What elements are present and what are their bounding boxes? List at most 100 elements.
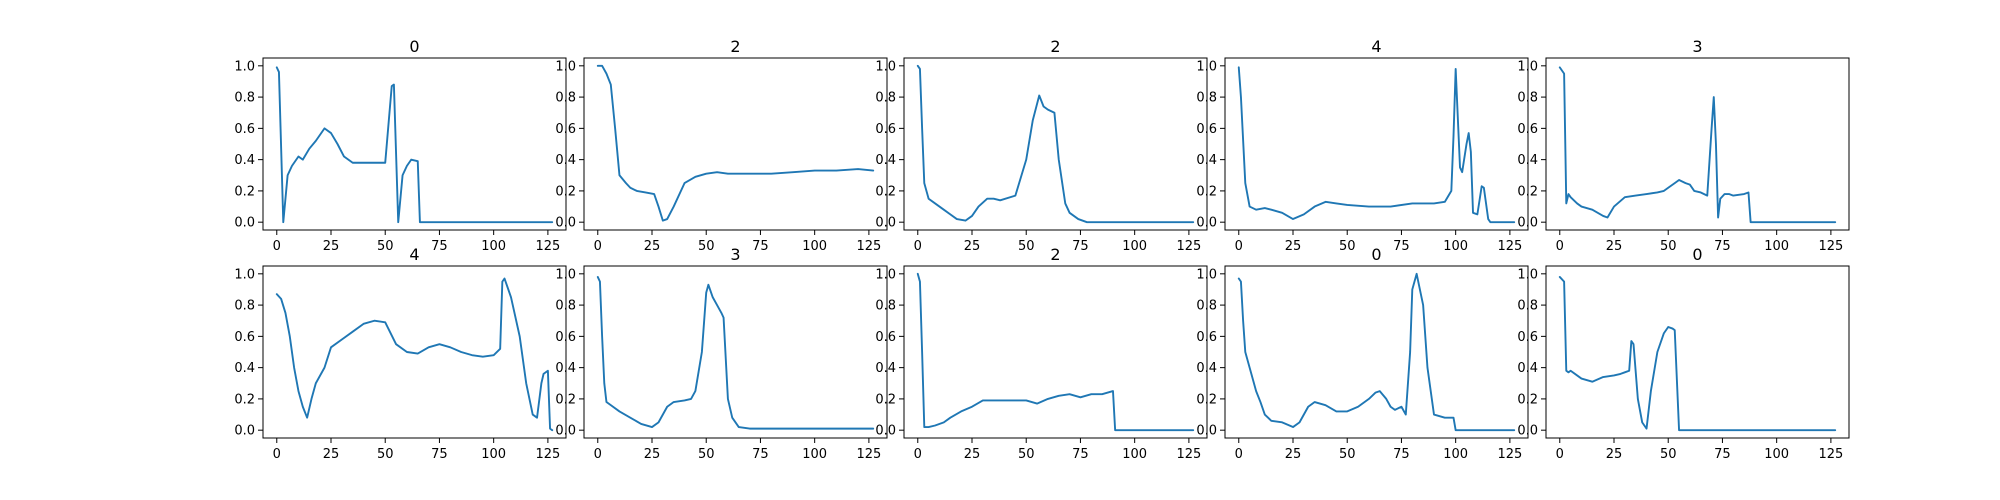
y-tick-label: 0.2 [234,392,255,407]
series-line-2 [916,64,1195,224]
series-line-0 [275,66,554,224]
x-tick-label: 75 [1072,447,1089,462]
y-tick-label: 0.2 [875,392,896,407]
axes-frame-7 [903,265,1208,439]
x-tick-label: 25 [964,239,981,254]
y-tick-label: 0.4 [1196,361,1217,376]
y-tick-label: 1.0 [234,59,255,74]
x-tick-label: 100 [1443,447,1468,462]
subplot-title: 2 [730,37,740,56]
x-tick-label: 100 [1122,239,1147,254]
y-tick-label: 1.0 [875,267,896,282]
y-tick-label: 1.0 [234,267,255,282]
y-tick-label: 0.6 [1517,330,1538,345]
y-tick-label: 0.4 [1517,153,1538,168]
subplot-title: 4 [409,245,419,264]
x-tick-label: 100 [1764,447,1789,462]
series-line-5 [275,277,554,432]
x-tick-label: 50 [698,447,715,462]
y-tick-label: 0.0 [1517,424,1538,439]
y-tick-label: 1.0 [1517,267,1538,282]
subplot-title: 2 [1050,245,1060,264]
axes-frame-2 [903,57,1208,231]
y-tick-label: 0.8 [234,299,255,314]
subplot-2: 0 25 50 75 100 125 0.0 0.2 0.4 0.6 0.8 1.0 2 [875,37,1208,254]
y-tick-label: 0.6 [1196,122,1217,137]
series-line-1 [596,64,875,222]
x-tick-label: 25 [964,447,981,462]
x-tick-label: 0 [1235,239,1243,254]
y-tick-label: 0.6 [875,122,896,137]
y-tick-label: 0.8 [1517,299,1538,314]
x-tick-label: 25 [644,447,661,462]
x-tick-label: 75 [1714,447,1731,462]
x-tick-label: 0 [1556,447,1564,462]
subplot-title: 0 [1692,245,1702,264]
series-line-4 [1558,66,1837,224]
y-tick-label: 0.0 [1196,424,1217,439]
subplot-5: 0 25 50 75 100 125 0.0 0.2 0.4 0.6 0.8 1.0 4 [234,245,567,462]
x-tick-label: 125 [856,447,881,462]
y-tick-label: 0.2 [875,184,896,199]
y-tick-label: 1.0 [1196,267,1217,282]
subplot-9: 0 25 50 75 100 125 0.0 0.2 0.4 0.6 0.8 1.0 0 [1517,245,1850,462]
x-tick-label: 50 [1018,239,1035,254]
series-line-6 [596,276,875,430]
axes-frame-4 [1545,57,1850,231]
x-tick-label: 50 [1660,239,1677,254]
x-tick-label: 50 [1339,447,1356,462]
x-tick-label: 75 [752,239,769,254]
y-tick-label: 0.0 [875,424,896,439]
x-tick-label: 50 [1339,239,1356,254]
subplot-title: 3 [1692,37,1702,56]
x-tick-label: 125 [1818,447,1843,462]
x-tick-label: 75 [1393,239,1410,254]
y-tick-label: 0.8 [1196,91,1217,106]
x-tick-label: 0 [273,447,281,462]
y-tick-label: 0.8 [875,91,896,106]
x-tick-label: 0 [914,447,922,462]
y-tick-label: 0.8 [234,91,255,106]
series-line-9 [1558,276,1837,432]
x-tick-label: 0 [1235,447,1243,462]
x-tick-label: 25 [1606,447,1623,462]
x-tick-label: 125 [535,239,560,254]
x-tick-label: 25 [644,239,661,254]
y-tick-label: 0.2 [234,184,255,199]
x-tick-label: 25 [1285,239,1302,254]
x-tick-label: 25 [1285,447,1302,462]
x-tick-label: 50 [698,239,715,254]
x-tick-label: 50 [377,239,394,254]
x-tick-label: 125 [1176,239,1201,254]
subplot-1: 0 25 50 75 100 125 0.0 0.2 0.4 0.6 0.8 1.0 2 [555,37,888,254]
y-tick-label: 1.0 [555,267,576,282]
x-tick-label: 0 [914,239,922,254]
y-tick-label: 1.0 [1196,59,1217,74]
x-tick-label: 75 [752,447,769,462]
x-tick-label: 125 [1497,447,1522,462]
y-tick-label: 0.4 [234,361,255,376]
x-tick-label: 125 [856,239,881,254]
axes-frame-0 [262,57,567,231]
subplot-title: 2 [1050,37,1060,56]
x-tick-label: 100 [1764,239,1789,254]
y-tick-label: 0.6 [1196,330,1217,345]
x-tick-label: 0 [594,447,602,462]
x-tick-label: 125 [1176,447,1201,462]
x-tick-label: 75 [431,239,448,254]
y-tick-label: 0.0 [234,424,255,439]
x-tick-label: 125 [1818,239,1843,254]
y-tick-label: 0.4 [555,361,576,376]
axes-frame-6 [583,265,888,439]
y-tick-label: 0.6 [234,122,255,137]
x-tick-label: 25 [323,447,340,462]
y-tick-label: 0.0 [234,216,255,231]
y-tick-label: 0.2 [555,184,576,199]
x-tick-label: 0 [594,239,602,254]
y-tick-label: 0.8 [875,299,896,314]
y-tick-label: 0.6 [555,330,576,345]
x-tick-label: 75 [431,447,448,462]
subplot-8: 0 25 50 75 100 125 0.0 0.2 0.4 0.6 0.8 1.0 0 [1196,245,1529,462]
y-tick-label: 0.4 [875,361,896,376]
y-tick-label: 0.0 [875,216,896,231]
